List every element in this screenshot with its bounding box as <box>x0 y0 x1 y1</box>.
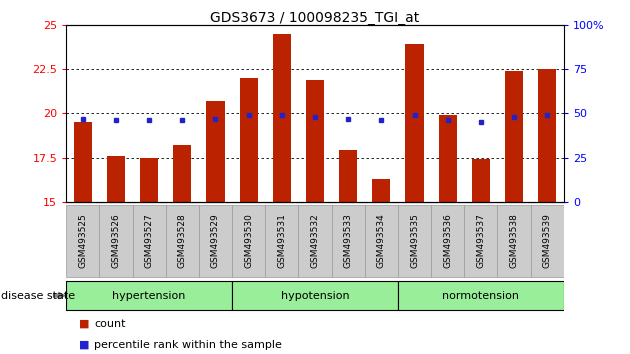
FancyBboxPatch shape <box>166 205 199 276</box>
Bar <box>406 44 423 202</box>
Bar <box>505 71 523 202</box>
FancyBboxPatch shape <box>431 205 464 276</box>
FancyBboxPatch shape <box>398 281 564 310</box>
Text: GSM493534: GSM493534 <box>377 213 386 268</box>
Bar <box>207 101 224 202</box>
FancyBboxPatch shape <box>464 205 498 276</box>
Text: GDS3673 / 100098235_TGI_at: GDS3673 / 100098235_TGI_at <box>210 11 420 25</box>
FancyBboxPatch shape <box>199 205 232 276</box>
Bar <box>372 179 391 202</box>
FancyBboxPatch shape <box>232 205 265 276</box>
FancyBboxPatch shape <box>66 205 100 276</box>
Bar <box>472 159 490 202</box>
Text: ■: ■ <box>79 340 89 350</box>
Text: GSM493527: GSM493527 <box>145 213 154 268</box>
FancyBboxPatch shape <box>265 205 299 276</box>
Text: GSM493528: GSM493528 <box>178 213 186 268</box>
FancyBboxPatch shape <box>530 205 564 276</box>
Text: GSM493526: GSM493526 <box>112 213 120 268</box>
Bar <box>438 115 457 202</box>
Bar <box>74 122 92 202</box>
Text: GSM493533: GSM493533 <box>344 213 353 268</box>
Text: hypertension: hypertension <box>112 291 186 301</box>
Text: GSM493531: GSM493531 <box>277 213 286 268</box>
Text: GSM493539: GSM493539 <box>543 213 552 268</box>
Bar <box>173 145 192 202</box>
FancyBboxPatch shape <box>331 205 365 276</box>
FancyBboxPatch shape <box>365 205 398 276</box>
Text: GSM493529: GSM493529 <box>211 213 220 268</box>
Text: GSM493525: GSM493525 <box>78 213 87 268</box>
Bar <box>273 34 291 202</box>
Bar <box>239 78 258 202</box>
Text: GSM493538: GSM493538 <box>510 213 518 268</box>
Text: ■: ■ <box>79 319 89 329</box>
Text: disease state: disease state <box>1 291 75 301</box>
Bar <box>339 150 357 202</box>
Text: GSM493532: GSM493532 <box>311 213 319 268</box>
Bar <box>107 156 125 202</box>
FancyBboxPatch shape <box>232 281 398 310</box>
Text: percentile rank within the sample: percentile rank within the sample <box>94 340 282 350</box>
Bar <box>306 80 324 202</box>
FancyBboxPatch shape <box>100 205 132 276</box>
Bar <box>538 69 556 202</box>
FancyBboxPatch shape <box>132 205 166 276</box>
FancyBboxPatch shape <box>398 205 431 276</box>
Text: normotension: normotension <box>442 291 519 301</box>
FancyBboxPatch shape <box>299 205 331 276</box>
Text: GSM493536: GSM493536 <box>444 213 452 268</box>
FancyBboxPatch shape <box>66 281 232 310</box>
Text: hypotension: hypotension <box>281 291 349 301</box>
Bar <box>140 158 158 202</box>
Text: GSM493537: GSM493537 <box>476 213 485 268</box>
FancyBboxPatch shape <box>498 205 530 276</box>
Text: count: count <box>94 319 126 329</box>
Text: GSM493535: GSM493535 <box>410 213 419 268</box>
Text: GSM493530: GSM493530 <box>244 213 253 268</box>
